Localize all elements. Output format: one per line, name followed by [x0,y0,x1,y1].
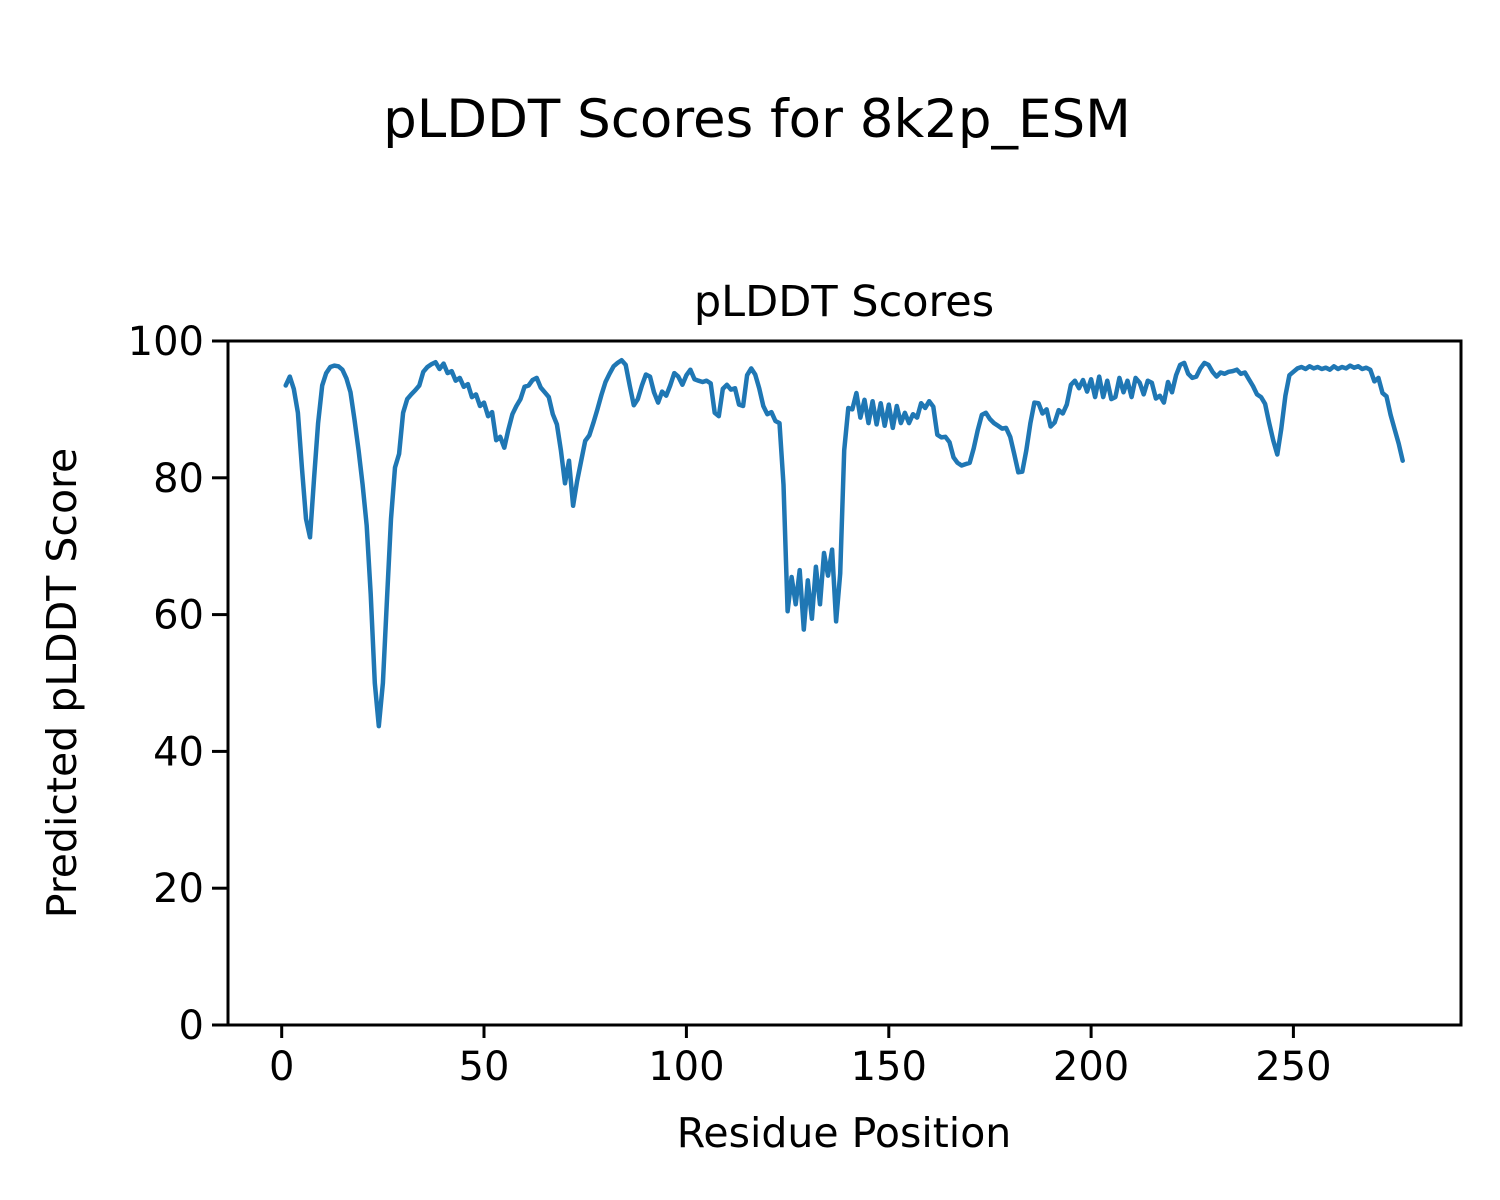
x-tick-label: 50 [459,1044,510,1090]
x-tick-label: 150 [851,1044,927,1090]
y-tick-label: 40 [153,729,204,775]
y-tick-label: 0 [179,1003,204,1049]
figure-suptitle: pLDDT Scores for 8k2p_ESM [383,89,1131,150]
x-axis-label: Residue Position [677,1109,1012,1157]
y-tick-label: 60 [153,593,204,639]
plot-area [226,339,1463,1027]
y-axis-label: Predicted pLDDT Score [38,448,86,918]
x-tick-label: 250 [1255,1044,1331,1090]
y-axis-ticks: 0 20 40 60 80 100 [128,319,228,1049]
y-tick-label: 100 [128,319,204,365]
y-tick-label: 20 [153,866,204,912]
x-tick-label: 200 [1053,1044,1129,1090]
y-tick-label: 80 [153,456,204,502]
axes-title: pLDDT Scores [694,277,994,327]
x-tick-label: 0 [269,1044,294,1090]
x-axis-ticks: 0 50 100 150 200 250 [269,1025,1332,1090]
x-tick-label: 100 [648,1044,724,1090]
plddt-line [283,357,1405,729]
